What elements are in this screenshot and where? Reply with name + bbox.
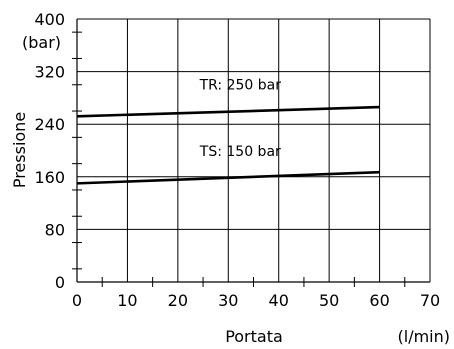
y-tick-label: 320 [34, 63, 65, 82]
x-tick-label: 50 [319, 291, 339, 310]
x-tick-label: 60 [369, 291, 389, 310]
x-tick-label: 70 [420, 291, 440, 310]
series-lines [76, 105, 380, 185]
x-tick-label: 10 [117, 291, 137, 310]
y-axis-title: Pressione [10, 112, 29, 188]
y-tick-label: 160 [34, 168, 65, 187]
x-tick-label: 40 [269, 291, 289, 310]
y-tick-label: 0 [55, 273, 65, 292]
y-unit-label: (bar) [22, 33, 61, 52]
minor-ticks [72, 31, 406, 287]
y-tick-label: 400 [34, 10, 65, 29]
series-line-1 [76, 105, 380, 118]
labels: (bar) Pressione Portata (l/min) 0 10 20 30 4… [10, 10, 450, 346]
y-tick-label: 80 [45, 220, 65, 239]
series-label-2: TS: 150 bar [199, 144, 281, 160]
series-line-2 [76, 170, 380, 185]
series-label-1: TR: 250 bar [199, 78, 282, 94]
x-tick-label: 20 [168, 291, 188, 310]
x-unit-label: (l/min) [398, 327, 451, 346]
y-tick-label: 240 [34, 115, 65, 134]
x-axis-title: Portata [225, 327, 283, 346]
x-tick-label: 30 [218, 291, 238, 310]
plot-area [77, 19, 430, 282]
x-tick-label: 0 [72, 291, 82, 310]
